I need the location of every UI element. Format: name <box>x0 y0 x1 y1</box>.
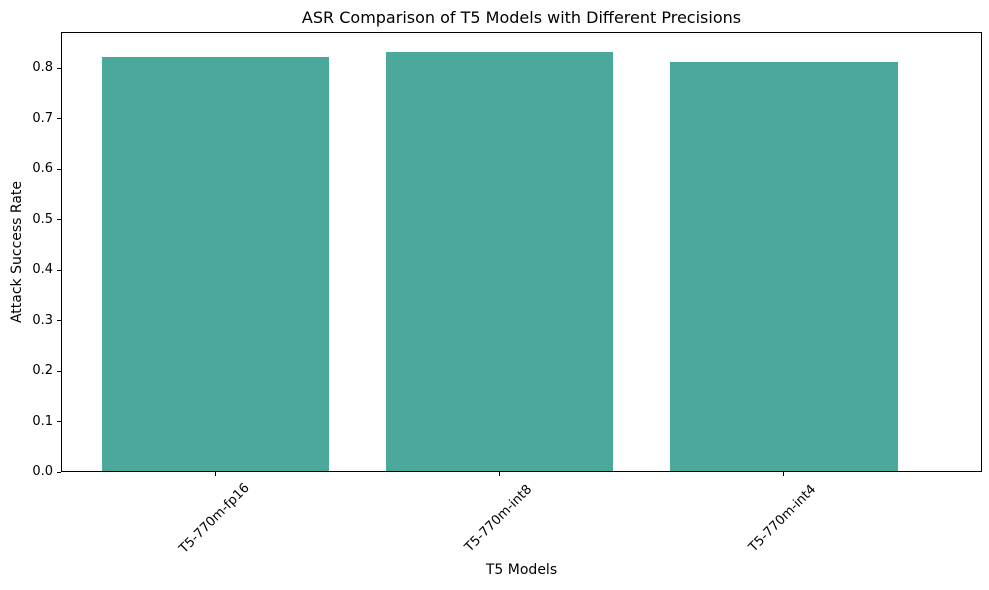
y-tick-label: 0.0 <box>32 464 53 479</box>
y-tick-mark <box>57 471 61 473</box>
y-tick-mark <box>57 370 61 372</box>
y-tick-label: 0.3 <box>32 312 53 328</box>
y-tick-mark <box>57 67 61 69</box>
y-tick-label: 0.2 <box>32 363 53 379</box>
y-tick-label: 0.6 <box>32 161 53 177</box>
y-tick-mark <box>57 168 61 170</box>
y-tick-mark <box>57 320 61 322</box>
y-tick-label: 0.1 <box>32 413 53 429</box>
y-tick-mark <box>57 269 61 271</box>
x-tick-mark <box>498 472 500 476</box>
x-tick-mark <box>214 472 216 476</box>
bar-T5-770m-int4 <box>670 62 898 471</box>
y-axis-label: Attack Success Rate <box>9 180 25 324</box>
bar-T5-770m-int8 <box>386 52 614 471</box>
y-tick-label: 0.8 <box>32 60 53 76</box>
y-tick-label: 0.4 <box>32 262 53 278</box>
x-axis-label: T5 Models <box>485 562 558 578</box>
x-tick-label: T5-770m-int8 <box>461 482 535 556</box>
plot-area <box>61 32 982 472</box>
y-tick-mark <box>57 219 61 221</box>
chart-title: ASR Comparison of T5 Models with Differe… <box>301 8 742 27</box>
y-tick-label: 0.7 <box>32 110 53 126</box>
x-tick-label: T5-770m-int4 <box>746 482 820 556</box>
y-tick-mark <box>57 118 61 120</box>
x-tick-mark <box>783 472 785 476</box>
y-tick-label: 0.5 <box>32 211 53 227</box>
x-tick-label: T5-770m-fp16 <box>176 480 253 557</box>
bar-T5-770m-fp16 <box>101 57 330 471</box>
y-tick-mark <box>57 421 61 423</box>
